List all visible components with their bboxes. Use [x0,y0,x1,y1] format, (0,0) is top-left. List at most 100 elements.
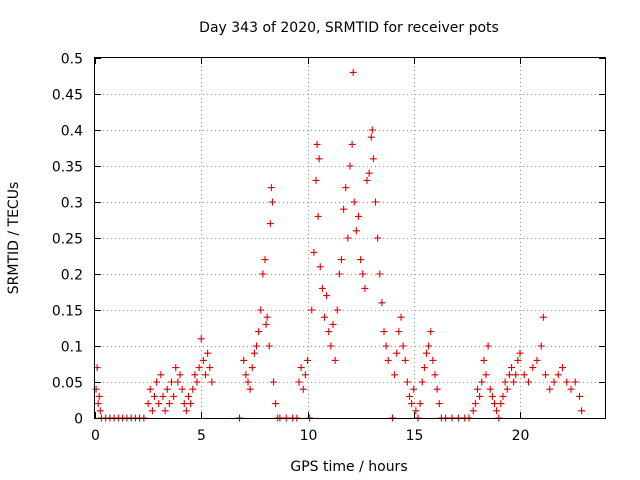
data-point [342,184,350,192]
data-point [501,378,509,386]
data-point [268,198,276,206]
data-point [369,155,377,163]
data-point [401,356,409,364]
data-point [151,392,158,400]
data-point [344,234,352,242]
y-tick-label: 0.4 [61,124,83,140]
data-point [486,385,494,393]
y-tick-label: 0.05 [52,376,83,392]
data-point [199,356,207,364]
data-point [368,126,376,134]
data-point [514,356,522,364]
data-point [571,378,579,386]
data-point [505,371,513,379]
data-point [94,400,102,408]
data-points [92,68,586,422]
data-point [365,169,373,177]
data-point [491,400,498,408]
data-point [482,371,490,379]
data-point [406,392,413,400]
data-point [174,378,182,386]
data-point [340,205,348,213]
data-point [316,263,324,271]
data-point [259,270,267,278]
data-point [157,371,165,379]
y-tick-label: 0.1 [61,340,83,356]
x-tick-label: 10 [300,428,318,444]
data-point [510,378,518,386]
data-point [255,328,263,336]
data-point [433,385,441,393]
data-point [484,342,492,350]
data-point [408,400,416,408]
data-point [563,378,571,386]
data-point [378,299,386,307]
data-point [348,140,356,148]
data-point [380,328,388,336]
data-point [204,349,212,357]
data-point [304,356,311,364]
data-point [503,385,511,393]
data-point [272,400,280,408]
data-point [403,378,411,386]
data-point [248,364,256,372]
x-tick-label: 15 [406,428,424,444]
data-point [382,342,390,350]
y-tick-label: 0 [74,412,83,428]
x-axis-label: GPS time / hours [290,459,407,475]
data-point [267,184,275,192]
data-point [202,371,209,379]
data-point [206,364,214,372]
data-point [178,385,186,393]
data-point [261,256,269,264]
y-tick-label: 0.35 [52,160,83,176]
data-point [361,284,369,292]
data-point [567,385,575,393]
data-point [525,378,532,386]
data-point [265,342,273,350]
data-point [412,407,420,415]
data-point [335,270,343,278]
data-point [321,313,328,321]
data-point [559,364,566,372]
data-point [488,392,496,400]
data-point [425,342,433,350]
data-point [297,364,305,372]
data-point [187,400,195,408]
data-point [308,306,316,314]
y-tick-label: 0.15 [52,304,83,320]
data-point [554,371,562,379]
data-point [478,378,486,386]
data-point [165,400,173,408]
data-point [423,349,430,357]
data-point [323,292,331,300]
plot-frame [94,57,606,419]
data-point [159,392,167,400]
data-point [393,349,401,357]
y-tick-label: 0.3 [61,196,83,212]
y-axis-label: SRMTID / TECUs [6,182,22,295]
data-point [195,364,203,372]
data-point [92,385,100,393]
data-point [399,342,407,350]
data-point [576,392,583,400]
data-point [346,162,354,170]
data-point [520,371,528,379]
data-point [189,385,197,393]
data-point [529,364,537,372]
data-point [384,356,392,364]
axes: 0 5 10 15 20 0 0.05 0.1 0.15 0.2 0.25 0.3 0.35 0.4 0.4… [52,52,605,444]
data-point [208,378,216,386]
data-point [240,356,248,364]
data-point [508,364,515,372]
data-point [480,356,488,364]
data-point [250,349,258,357]
data-point [180,400,188,408]
x-tick-label: 5 [197,428,206,444]
data-point [539,313,547,321]
y-tick-label: 0.2 [61,268,83,284]
data-point [350,198,358,206]
data-point [262,320,270,328]
data-point [431,371,439,379]
